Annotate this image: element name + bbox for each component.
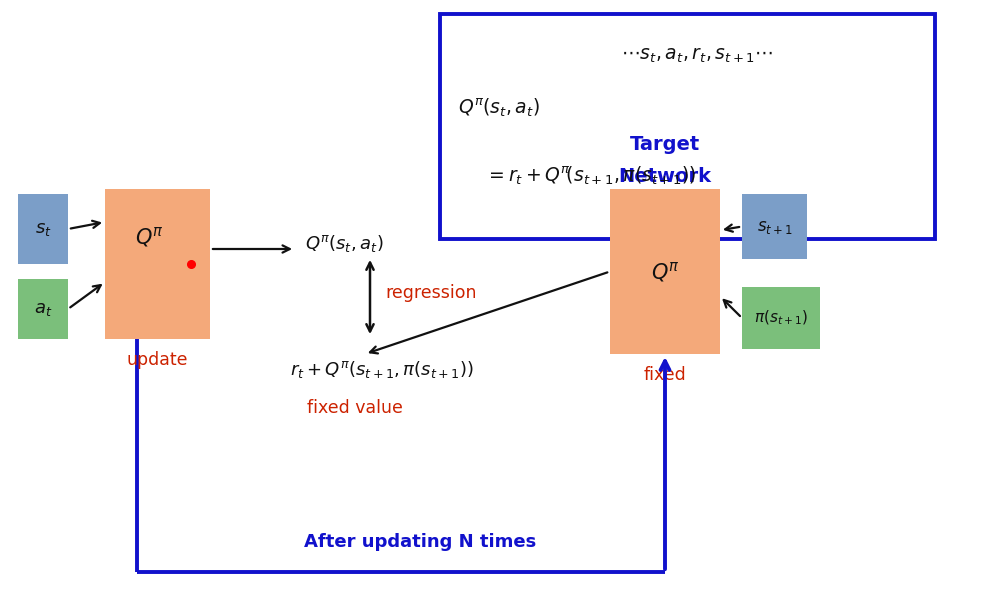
Text: $Q^{\pi}$: $Q^{\pi}$ [650,260,680,283]
Text: $Q^{\pi}(s_t, a_t)$: $Q^{\pi}(s_t, a_t)$ [458,96,540,119]
Bar [742,194,807,259]
Text: $Q^{\pi}$: $Q^{\pi}$ [134,225,164,249]
Text: Target: Target [630,134,700,153]
Text: update: update [127,351,188,369]
Text: $r_t + Q^{\pi}(s_{t+1}, \pi(s_{t+1}))$: $r_t + Q^{\pi}(s_{t+1}, \pi(s_{t+1}))$ [290,359,474,380]
Text: regression: regression [385,284,477,302]
Text: $\cdots s_t, a_t, r_t, s_{t+1} \cdots$: $\cdots s_t, a_t, r_t, s_{t+1} \cdots$ [621,46,773,65]
Text: fixed: fixed [644,366,687,384]
Text: $s_t$: $s_t$ [34,220,51,238]
Text: Network: Network [618,166,711,185]
Text: fixed value: fixed value [307,399,403,417]
Text: After updating N times: After updating N times [304,533,537,551]
Bar [18,279,68,339]
Bar [742,287,820,349]
Text: $Q^{\pi}(s_t, a_t)$: $Q^{\pi}(s_t, a_t)$ [305,232,384,254]
Bar [18,194,68,264]
Text: $s_{t+1}$: $s_{t+1}$ [756,217,793,235]
Bar [610,189,720,354]
Text: $\pi(s_{t+1})$: $\pi(s_{t+1})$ [754,309,808,327]
FancyBboxPatch shape [440,14,935,239]
Text: $= r_t + Q^{\pi}\!\left(s_{t+1}, \pi(s_{t+1})\right)$: $= r_t + Q^{\pi}\!\left(s_{t+1}, \pi(s_{… [485,164,697,187]
Text: $a_t$: $a_t$ [33,300,52,318]
Bar [105,189,210,339]
